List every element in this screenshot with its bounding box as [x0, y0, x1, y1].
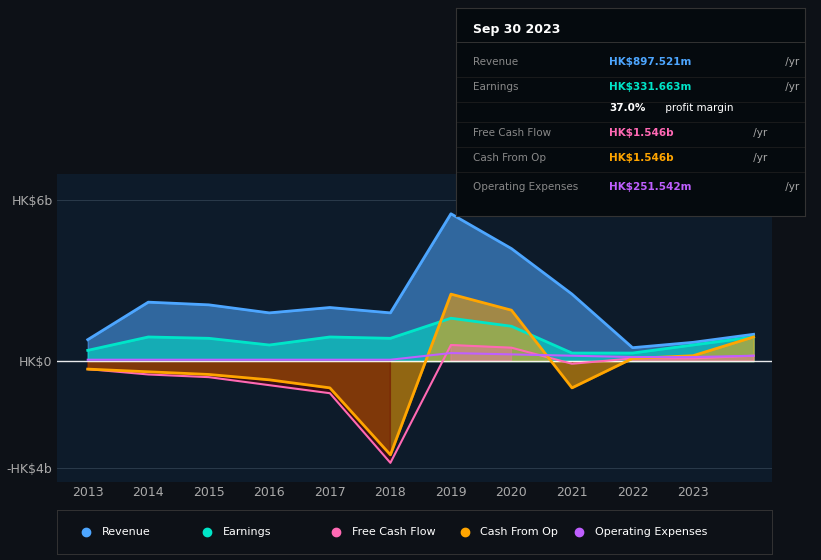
- Text: HK$251.542m: HK$251.542m: [609, 181, 691, 192]
- Text: HK$1.546b: HK$1.546b: [609, 128, 674, 138]
- Text: Free Cash Flow: Free Cash Flow: [351, 527, 435, 537]
- Text: /yr: /yr: [782, 57, 799, 67]
- Text: /yr: /yr: [750, 128, 768, 138]
- Text: 37.0%: 37.0%: [609, 103, 645, 113]
- Text: Operating Expenses: Operating Expenses: [594, 527, 707, 537]
- Text: Earnings: Earnings: [473, 82, 519, 92]
- Text: /yr: /yr: [782, 82, 799, 92]
- Text: Cash From Op: Cash From Op: [473, 152, 546, 162]
- Text: HK$331.663m: HK$331.663m: [609, 82, 691, 92]
- Bar: [723, 174, 772, 482]
- Text: HK$1.546b: HK$1.546b: [609, 152, 674, 162]
- Text: Revenue: Revenue: [473, 57, 518, 67]
- Text: Revenue: Revenue: [102, 527, 150, 537]
- Text: Cash From Op: Cash From Op: [480, 527, 558, 537]
- Text: profit margin: profit margin: [662, 103, 733, 113]
- Text: /yr: /yr: [750, 152, 768, 162]
- Text: /yr: /yr: [782, 181, 799, 192]
- Text: Earnings: Earnings: [223, 527, 272, 537]
- Text: Free Cash Flow: Free Cash Flow: [473, 128, 551, 138]
- Text: HK$897.521m: HK$897.521m: [609, 57, 691, 67]
- Text: Operating Expenses: Operating Expenses: [473, 181, 578, 192]
- Text: Sep 30 2023: Sep 30 2023: [473, 23, 561, 36]
